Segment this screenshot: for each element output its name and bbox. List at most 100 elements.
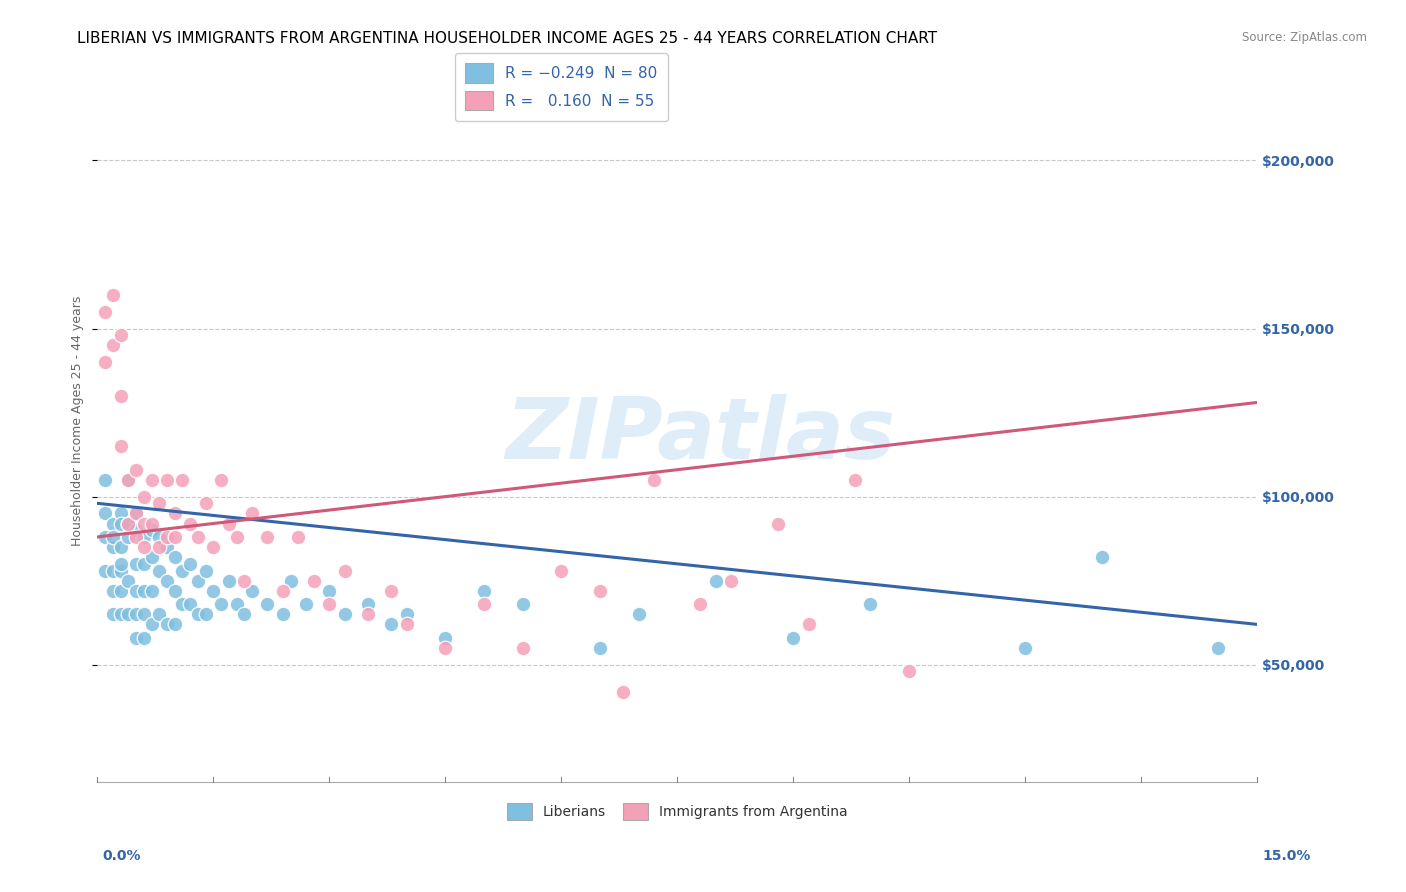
Point xyxy=(156,574,179,588)
Point xyxy=(156,540,179,554)
Point xyxy=(333,607,356,622)
Point xyxy=(766,516,789,531)
Point xyxy=(110,439,132,453)
Point xyxy=(256,530,278,544)
Point xyxy=(156,530,179,544)
Y-axis label: Householder Income Ages 25 - 44 years: Householder Income Ages 25 - 44 years xyxy=(72,296,84,546)
Point xyxy=(132,530,155,544)
Point xyxy=(101,530,124,544)
Legend: Liberians, Immigrants from Argentina: Liberians, Immigrants from Argentina xyxy=(502,797,853,826)
Point xyxy=(117,574,139,588)
Point xyxy=(132,490,155,504)
Point xyxy=(225,597,247,611)
Point xyxy=(117,516,139,531)
Point xyxy=(643,473,665,487)
Point xyxy=(94,473,117,487)
Point xyxy=(295,597,318,611)
Point xyxy=(117,473,139,487)
Point xyxy=(163,583,186,598)
Point xyxy=(187,574,209,588)
Point xyxy=(380,617,402,632)
Point xyxy=(218,516,240,531)
Point xyxy=(125,557,148,571)
Point xyxy=(550,564,572,578)
Point xyxy=(163,550,186,565)
Point xyxy=(898,665,921,679)
Point xyxy=(163,507,186,521)
Point xyxy=(271,583,294,598)
Point xyxy=(194,607,217,622)
Point xyxy=(156,617,179,632)
Point xyxy=(209,473,232,487)
Point xyxy=(512,640,534,655)
Point xyxy=(148,607,170,622)
Point xyxy=(302,574,325,588)
Point xyxy=(148,540,170,554)
Point xyxy=(101,607,124,622)
Point xyxy=(844,473,866,487)
Point xyxy=(110,516,132,531)
Point xyxy=(179,557,201,571)
Point xyxy=(117,516,139,531)
Point xyxy=(287,530,309,544)
Point xyxy=(357,607,380,622)
Point xyxy=(94,564,117,578)
Point xyxy=(233,607,256,622)
Point xyxy=(209,597,232,611)
Point xyxy=(148,564,170,578)
Point xyxy=(380,583,402,598)
Point xyxy=(163,530,186,544)
Point xyxy=(125,507,148,521)
Point xyxy=(256,597,278,611)
Point xyxy=(472,597,495,611)
Point xyxy=(101,288,124,302)
Point xyxy=(141,583,163,598)
Point xyxy=(627,607,650,622)
Point xyxy=(240,507,263,521)
Point xyxy=(589,583,612,598)
Point xyxy=(612,684,634,698)
Point xyxy=(472,583,495,598)
Point xyxy=(318,597,340,611)
Point xyxy=(233,574,256,588)
Point xyxy=(179,597,201,611)
Text: 15.0%: 15.0% xyxy=(1263,848,1310,863)
Point xyxy=(434,640,457,655)
Point xyxy=(179,516,201,531)
Point xyxy=(218,574,240,588)
Point xyxy=(101,564,124,578)
Point xyxy=(132,607,155,622)
Point xyxy=(148,530,170,544)
Point xyxy=(202,540,225,554)
Text: Source: ZipAtlas.com: Source: ZipAtlas.com xyxy=(1241,31,1367,45)
Point xyxy=(172,597,194,611)
Point xyxy=(101,516,124,531)
Point xyxy=(689,597,711,611)
Point xyxy=(434,631,457,645)
Point xyxy=(110,557,132,571)
Point xyxy=(141,523,163,537)
Text: LIBERIAN VS IMMIGRANTS FROM ARGENTINA HOUSEHOLDER INCOME AGES 25 - 44 YEARS CORR: LIBERIAN VS IMMIGRANTS FROM ARGENTINA HO… xyxy=(77,31,938,46)
Point xyxy=(859,597,882,611)
Point xyxy=(202,583,225,598)
Point xyxy=(101,540,124,554)
Point xyxy=(172,473,194,487)
Point xyxy=(101,583,124,598)
Point xyxy=(280,574,302,588)
Point xyxy=(110,607,132,622)
Point xyxy=(240,583,263,598)
Point xyxy=(395,617,418,632)
Point xyxy=(117,607,139,622)
Point xyxy=(132,540,155,554)
Point xyxy=(141,617,163,632)
Point xyxy=(1014,640,1036,655)
Point xyxy=(225,530,247,544)
Point xyxy=(589,640,612,655)
Point xyxy=(125,583,148,598)
Point xyxy=(110,507,132,521)
Point xyxy=(797,617,820,632)
Point xyxy=(117,530,139,544)
Point xyxy=(94,355,117,369)
Point xyxy=(110,583,132,598)
Point xyxy=(512,597,534,611)
